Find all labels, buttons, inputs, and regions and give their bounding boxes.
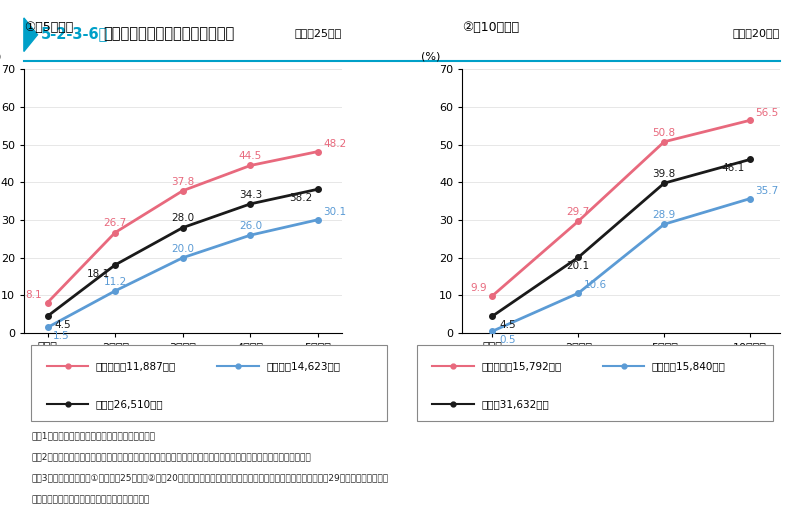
Text: 20.1: 20.1 <box>567 261 590 271</box>
Text: （平成20年）: （平成20年） <box>733 28 780 38</box>
Text: 18.1: 18.1 <box>86 269 110 279</box>
Text: 29.7: 29.7 <box>567 207 590 217</box>
Text: 4.5: 4.5 <box>54 320 71 330</box>
Text: 30.1: 30.1 <box>323 207 346 217</box>
Text: 3　「再入率」は，①では平成25年の，②では20年の，各出所受刑者の人員に占める，それぞれ当該出所年から29年までの各年の年末: 3 「再入率」は，①では平成25年の，②では20年の，各出所受刑者の人員に占める… <box>32 473 388 483</box>
FancyBboxPatch shape <box>417 345 772 421</box>
Text: 20.0: 20.0 <box>171 243 194 254</box>
Text: 28.0: 28.0 <box>171 213 194 223</box>
Text: 4.5: 4.5 <box>499 320 516 330</box>
Y-axis label: (%): (%) <box>421 52 440 62</box>
Text: 満期釈放（11,887人）: 満期釈放（11,887人） <box>96 362 176 371</box>
Text: 28.9: 28.9 <box>653 210 676 220</box>
Text: 仮釈放（14,623人）: 仮釈放（14,623人） <box>267 362 341 371</box>
Text: までに再入所した者の人員の比率をいう。: までに再入所した者の人員の比率をいう。 <box>32 495 150 504</box>
Text: 48.2: 48.2 <box>323 139 347 149</box>
Text: 8.1: 8.1 <box>25 290 42 300</box>
Text: 37.8: 37.8 <box>171 177 194 186</box>
Text: 56.5: 56.5 <box>755 108 778 118</box>
Text: （平成25年）: （平成25年） <box>295 28 341 38</box>
Text: 35.7: 35.7 <box>755 186 778 196</box>
Text: ①　5年以内: ① 5年以内 <box>24 21 73 34</box>
Y-axis label: (%): (%) <box>0 52 2 62</box>
Text: 出所受刑者の出所事由別再入率: 出所受刑者の出所事由別再入率 <box>103 26 235 41</box>
Text: 39.8: 39.8 <box>653 169 676 179</box>
Text: 2　前刑出所後の犯罪により再入所した者で，かつ，前刑出所事由が満期釈放又は仮釈放の者を計上している。: 2 前刑出所後の犯罪により再入所した者で，かつ，前刑出所事由が満期釈放又は仮釈放… <box>32 453 311 462</box>
Text: 仮釈放（15,840人）: 仮釈放（15,840人） <box>652 362 726 371</box>
Text: 50.8: 50.8 <box>653 127 676 138</box>
Text: 34.3: 34.3 <box>239 190 262 200</box>
Text: 9.9: 9.9 <box>470 283 487 293</box>
Text: 5-2-3-6図: 5-2-3-6図 <box>41 26 108 41</box>
Text: 10.6: 10.6 <box>583 280 607 291</box>
Text: 満期釈放（15,792人）: 満期釈放（15,792人） <box>482 362 562 371</box>
Text: 1.5: 1.5 <box>53 332 70 341</box>
Text: 注　1　法務省大臣官房司法法制部の資料による。: 注 1 法務省大臣官房司法法制部の資料による。 <box>32 431 155 440</box>
Text: 11.2: 11.2 <box>103 277 127 287</box>
Polygon shape <box>24 18 37 51</box>
Text: 38.2: 38.2 <box>289 193 312 203</box>
Text: 総数（31,632人）: 総数（31,632人） <box>482 399 549 409</box>
Text: 46.1: 46.1 <box>721 163 744 174</box>
Text: 26.0: 26.0 <box>239 221 262 231</box>
Text: 総数（26,510人）: 総数（26,510人） <box>96 399 163 409</box>
Text: ②　10年以内: ② 10年以内 <box>462 21 520 34</box>
FancyBboxPatch shape <box>32 345 387 421</box>
Text: 44.5: 44.5 <box>239 151 262 161</box>
Text: 26.7: 26.7 <box>103 219 127 228</box>
Text: 0.5: 0.5 <box>499 335 516 345</box>
